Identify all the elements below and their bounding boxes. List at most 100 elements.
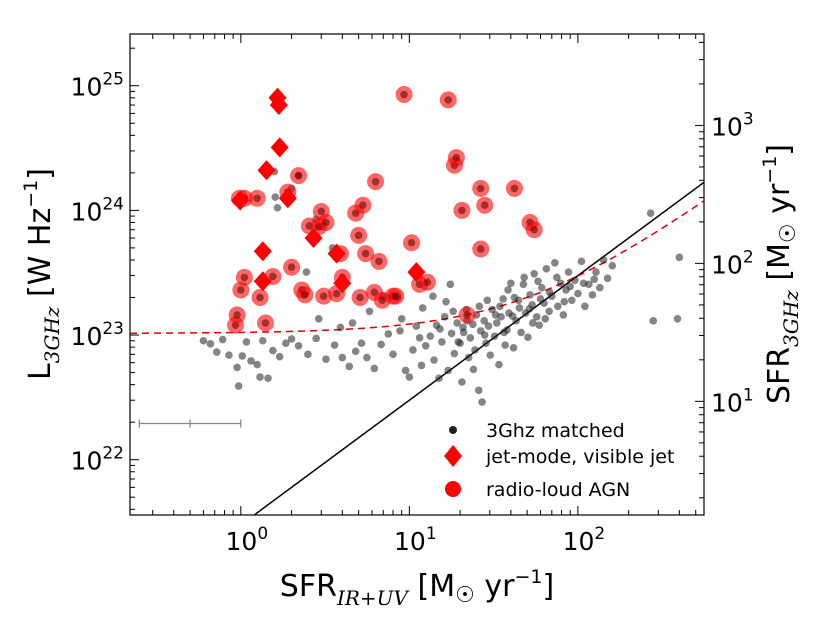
matched-source-point [553,273,561,282]
matched-source-point [567,296,576,305]
agn-core-dot [423,278,432,287]
matched-source-point [351,347,360,356]
matched-source-point [556,279,565,288]
agn-core-dot [332,289,341,298]
matched-source-point [596,283,604,292]
agn-core-dot [444,96,453,104]
radio-loud-agn-point [228,306,246,324]
matched-source-point [496,302,504,311]
agn-core-dot [261,319,270,327]
matched-source-point [440,313,449,321]
matched-source-point [492,319,501,327]
agn-core-dot [400,90,408,99]
matched-source-point [426,332,435,340]
matched-source-point [504,286,512,294]
matched-source-point [336,323,345,332]
matched-source-point [495,360,503,369]
matched-source-point [525,305,534,313]
matched-source-point [256,373,264,381]
agn-core-dot [463,311,471,319]
agn-core-dot [269,272,277,281]
matched-source-point [225,351,233,359]
axis-ticks [130,34,704,515]
matched-source-point [459,323,467,332]
radio-loud-agn-point [395,86,413,104]
matched-source-point [412,322,421,330]
jet-mode-point [231,190,250,211]
agn-core-dot [294,171,303,180]
matched-source-point [273,203,282,212]
matched-source-point [483,296,492,305]
matched-source-point [508,312,517,320]
matched-source-point [542,264,551,273]
matched-source-point [258,336,267,345]
radio-loud-agn-point [235,268,253,286]
y-tick-label: 1023 [71,319,124,351]
matched-source-point [365,307,374,316]
matched-source-point [532,313,541,321]
matched-source-point [519,280,528,289]
radio-loud-agn-point [367,173,385,191]
matched-source-point [564,268,573,276]
matched-source-point [534,277,542,286]
matched-source-point [450,349,459,358]
matched-source-point [500,328,508,337]
matched-source-point [314,314,323,323]
matched-source-point [491,311,500,319]
matched-source-point [430,356,438,364]
x-axis-label: SFRIR+UV [M☉ yr−1] [280,566,554,610]
matched-source-point [458,378,466,386]
matched-source-point [218,335,227,344]
matched-source-point [478,398,486,406]
matched-source-point [405,373,414,381]
matched-source-point [415,334,424,342]
jet-mode-point [253,241,272,262]
matched-source-point [417,361,426,370]
matched-source-point [418,304,427,312]
matched-source-point [271,193,280,201]
agn-core-dot [253,194,261,203]
matched-source-point [566,282,574,291]
radio-loud-agn-point [439,91,457,109]
matched-source-point [499,295,507,303]
matched-source-point [269,346,277,355]
matched-source-point [536,295,545,303]
matched-source-point [469,365,478,374]
matched-source-point [571,276,579,285]
matched-source-point [515,304,524,312]
matched-source-point [453,319,461,327]
agn-core-dot [240,273,249,282]
matched-source-point [673,314,682,323]
matched-source-point [338,353,347,362]
matched-source-point [592,268,600,276]
matched-source-point [377,340,385,349]
y-tick-label: 1022 [71,444,124,476]
matched-source-point [389,350,397,359]
matched-source-point [304,350,312,359]
matched-source-point [206,340,215,348]
radio-loud-agn-point [248,189,266,207]
radio-loud-agn-point [458,306,476,324]
matched-source-point [545,288,554,297]
agn-core-dot [510,184,519,193]
matched-source-point [454,338,463,346]
matched-source-point [253,360,261,369]
matched-source-point [282,339,290,348]
matched-source-point [238,352,247,360]
matched-source-point [264,374,272,383]
radio-loud-agn-point [350,226,368,244]
agn-core-dot [317,207,326,216]
matched-source-point [588,291,597,299]
matched-source-point [551,258,559,267]
y2-tick-label: 101 [711,385,754,417]
error-bar [138,419,242,428]
matched-source-point [302,268,311,276]
matched-source-point [464,353,473,362]
matched-source-point [484,322,493,330]
legend-marker-circle [445,481,461,497]
legend: 3Ghz matched jet-mode, visible jet radio… [444,420,674,501]
agn-core-dot [391,292,400,300]
matched-source-point [444,366,453,375]
y-tick-labels: 1022 1023 1024 1025 [71,70,124,476]
